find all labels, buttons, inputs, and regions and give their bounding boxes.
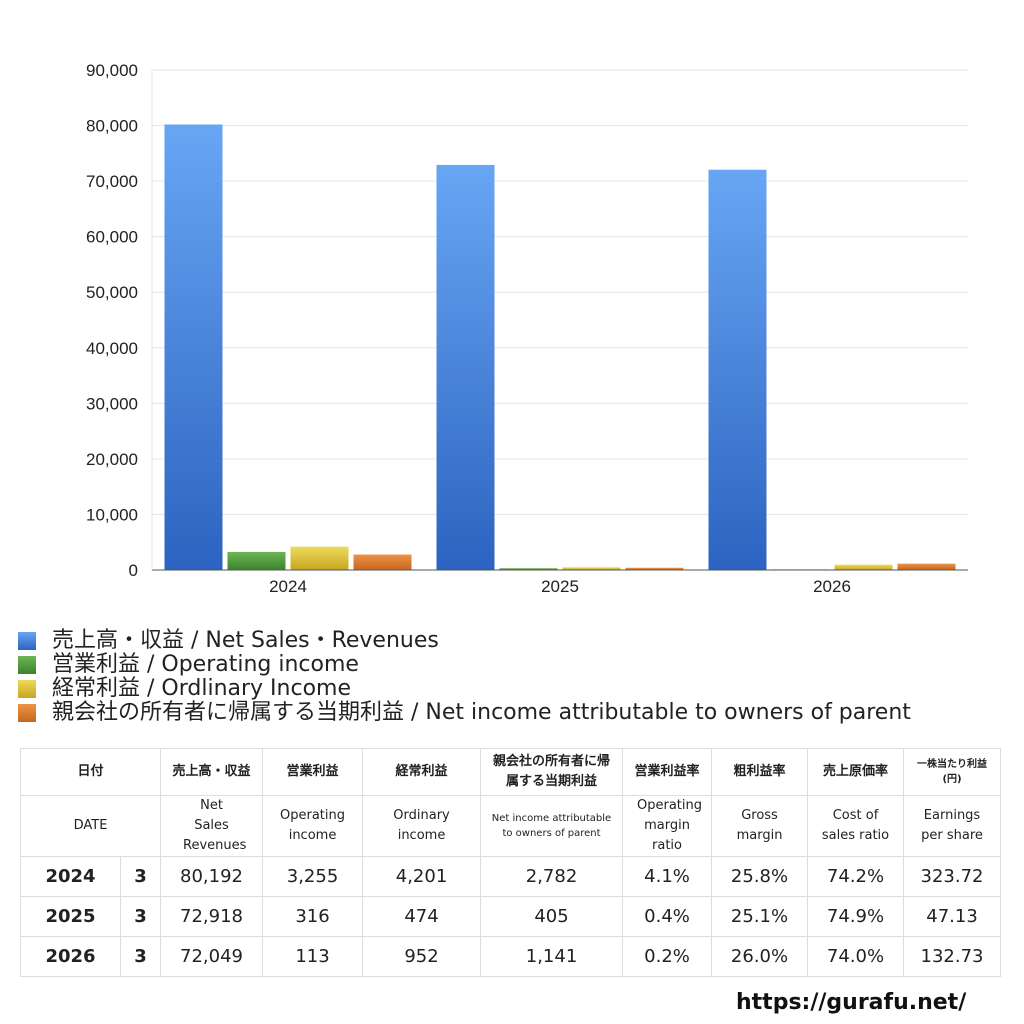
row-month: 3	[119, 896, 162, 937]
row-month: 3	[119, 936, 162, 977]
y-tick-label: 80,000	[86, 117, 138, 136]
y-tick-label: 40,000	[86, 339, 138, 358]
header-cost-ratio-en: Cost of sales ratio	[807, 795, 905, 857]
cell-operating-margin: 0.2%	[622, 936, 713, 977]
cell-net-sales: 72,049	[160, 936, 264, 977]
bar-ordinary-income-2026	[834, 564, 893, 570]
cell-eps: 47.13	[903, 896, 1002, 937]
cell-ordinary-income: 474	[362, 896, 482, 937]
cell-eps: 323.72	[903, 856, 1002, 897]
bar-ordinary-income-2024	[290, 546, 349, 570]
cell-gross-margin: 25.8%	[711, 856, 809, 897]
cell-gross-margin: 25.1%	[711, 896, 809, 937]
legend-item-ordinary-income: 経常利益 / Ordlinary Income	[18, 677, 911, 701]
cell-net-sales: 80,192	[160, 856, 264, 897]
legend-item-net-income: 親会社の所有者に帰属する当期利益 / Net income attributab…	[18, 701, 911, 725]
header-gross-margin-en: Gross margin	[711, 795, 809, 857]
chart-legend: 売上高・収益 / Net Sales・Revenues 営業利益 / Opera…	[18, 629, 911, 725]
cell-operating-income: 316	[262, 896, 364, 937]
bar-operating-income-2025	[499, 568, 558, 570]
y-tick-label: 30,000	[86, 394, 138, 413]
legend-swatch-net-sales	[18, 632, 36, 650]
table-row: 2026 3 72,049 113 952 1,141 0.2% 26.0% 7…	[20, 936, 1002, 977]
y-tick-label: 60,000	[86, 228, 138, 247]
table-row: 2024 3 80,192 3,255 4,201 2,782 4.1% 25.…	[20, 856, 1002, 897]
row-year: 2024	[20, 856, 121, 897]
y-tick-label: 70,000	[86, 172, 138, 191]
header-date-en: DATE	[19, 795, 162, 857]
financial-table: 日付 売上高・収益 営業利益 経常利益 親会社の所有者に帰属する当期利益 営業利…	[19, 748, 1002, 977]
table-header-jp: 日付 売上高・収益 営業利益 経常利益 親会社の所有者に帰属する当期利益 営業利…	[19, 748, 1002, 796]
site-url[interactable]: https://gurafu.net/	[736, 990, 967, 1015]
row-year: 2025	[20, 896, 121, 937]
cell-ordinary-income: 4,201	[362, 856, 482, 897]
header-date-jp: 日付	[19, 748, 162, 796]
bar-chart: 0 10,000 20,000 30,000 40,000 50,000 60,000 70,…	[86, 61, 968, 596]
header-net-income-en: Net income attributable to owners of par…	[480, 795, 624, 857]
cell-net-income: 405	[480, 896, 624, 937]
cell-operating-margin: 0.4%	[622, 896, 713, 937]
cell-net-income: 2,782	[480, 856, 624, 897]
y-tick-label: 20,000	[86, 450, 138, 469]
legend-item-net-sales: 売上高・収益 / Net Sales・Revenues	[18, 629, 911, 653]
legend-label-net-income: 親会社の所有者に帰属する当期利益 / Net income attributab…	[52, 700, 911, 725]
header-net-sales-jp: 売上高・収益	[160, 748, 264, 796]
header-ordinary-income-en: Ordinary income	[362, 795, 482, 857]
header-eps-jp: 一株当たり利益(円)	[903, 748, 1002, 796]
header-net-sales-en: Net Sales Revenues	[160, 795, 264, 857]
legend-label-net-sales: 売上高・収益 / Net Sales・Revenues	[52, 628, 439, 653]
y-tick-label: 90,000	[86, 61, 138, 80]
legend-label-ordinary-income: 経常利益 / Ordlinary Income	[52, 676, 351, 701]
cell-ordinary-income: 952	[362, 936, 482, 977]
x-tick-label: 2025	[541, 577, 579, 596]
cell-net-income: 1,141	[480, 936, 624, 977]
legend-item-operating-income: 営業利益 / Operating income	[18, 653, 911, 677]
header-cost-ratio-jp: 売上原価率	[807, 748, 905, 796]
row-year: 2026	[20, 936, 121, 977]
cell-operating-income: 3,255	[262, 856, 364, 897]
bar-net-income-2024	[353, 554, 412, 570]
bar-net-sales-2026	[708, 169, 767, 570]
table-header-en: DATE Net Sales Revenues Operating income…	[19, 795, 1002, 857]
header-net-income-jp: 親会社の所有者に帰属する当期利益	[480, 748, 624, 796]
cell-cost-ratio: 74.9%	[807, 896, 905, 937]
legend-swatch-ordinary-income	[18, 680, 36, 698]
header-eps-en: Earnings per share	[903, 795, 1002, 857]
header-ordinary-income-jp: 経常利益	[362, 748, 482, 796]
y-tick-label: 10,000	[86, 505, 138, 524]
header-operating-margin-jp: 営業利益率	[622, 748, 713, 796]
x-tick-label: 2026	[813, 577, 851, 596]
bar-net-sales-2024	[164, 124, 223, 570]
cell-net-sales: 72,918	[160, 896, 264, 937]
table-row: 2025 3 72,918 316 474 405 0.4% 25.1% 74.…	[20, 896, 1002, 937]
bar-net-income-2025	[625, 567, 684, 570]
cell-gross-margin: 26.0%	[711, 936, 809, 977]
bar-net-income-2026	[897, 563, 956, 570]
cell-operating-income: 113	[262, 936, 364, 977]
x-tick-label: 2024	[269, 577, 307, 596]
cell-cost-ratio: 74.0%	[807, 936, 905, 977]
legend-swatch-net-income	[18, 704, 36, 722]
bar-operating-income-2024	[227, 551, 286, 570]
header-operating-income-jp: 営業利益	[262, 748, 364, 796]
row-month: 3	[119, 856, 162, 897]
cell-eps: 132.73	[903, 936, 1002, 977]
header-operating-margin-en: Operating margin ratio	[622, 795, 713, 857]
bar-ordinary-income-2025	[562, 567, 621, 570]
cell-cost-ratio: 74.2%	[807, 856, 905, 897]
header-operating-income-en: Operating income	[262, 795, 364, 857]
legend-label-operating-income: 営業利益 / Operating income	[52, 652, 359, 677]
y-tick-label: 0	[129, 561, 138, 580]
header-gross-margin-jp: 粗利益率	[711, 748, 809, 796]
cell-operating-margin: 4.1%	[622, 856, 713, 897]
bar-net-sales-2025	[436, 164, 495, 570]
legend-swatch-operating-income	[18, 656, 36, 674]
y-tick-label: 50,000	[86, 283, 138, 302]
